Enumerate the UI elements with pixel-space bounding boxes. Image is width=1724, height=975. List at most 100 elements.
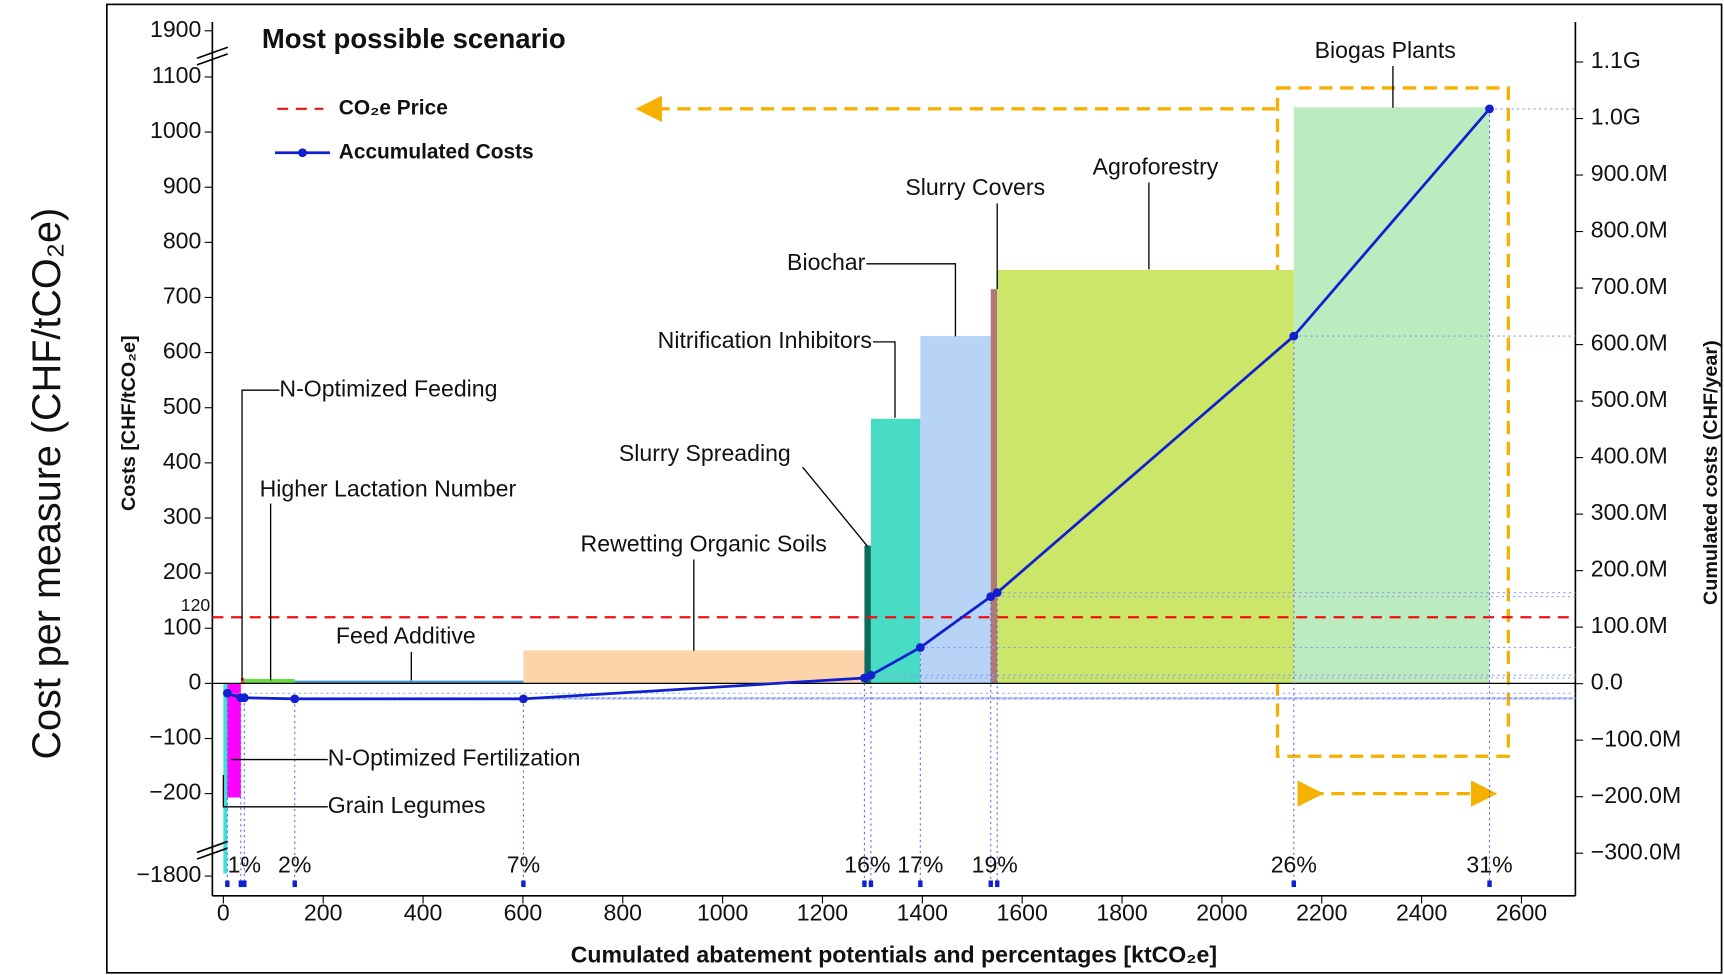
y-tick-label: 600 [163,338,202,364]
bar [523,650,865,684]
percent-label: 17% [897,851,943,877]
bar [244,678,295,684]
percent-label: 7% [507,851,540,877]
leader-line [872,341,896,418]
percent-label: 16% [844,851,890,877]
bar-label: Agroforestry [1093,153,1219,179]
frame [106,3,1723,974]
y-tick-label: −100 [149,724,201,750]
y-tick-label: 100 [163,613,202,639]
x-marker [1291,880,1296,888]
y-tick-label: 400 [163,448,202,474]
leader-line [241,389,280,681]
accumulated-point [915,643,925,652]
x-tick-label: 1400 [897,900,948,926]
x-marker [521,880,526,888]
leader-line [222,774,328,808]
x-tick-label: 2000 [1196,900,1247,926]
y2-tick-label: 900.0M [1591,160,1668,186]
leader-line [866,263,957,337]
accumulated-point [239,693,249,703]
y2-tick-label: 1.0G [1591,104,1641,130]
y2-tick-label: 400.0M [1591,443,1668,469]
y2-tick-label: 0.0 [1591,669,1623,695]
x-marker [995,880,1000,888]
bar [870,418,921,684]
y2-tick-label: 600.0M [1591,330,1668,356]
axis-break [196,840,229,860]
x-tick-label: 1200 [797,900,848,926]
y2-tick-label: 100.0M [1591,612,1668,638]
axis-break [196,46,229,66]
bar-label: N-Optimized Feeding [279,375,497,401]
bar [223,683,228,874]
y2-tick-label: 300.0M [1591,499,1668,525]
percent-label: 1% [228,851,261,877]
x-marker [988,880,993,888]
y-tick-label: 200 [163,558,202,584]
bar [227,683,241,798]
y2-tick-label: 1.1G [1591,47,1641,73]
bar-label: Slurry Covers [905,174,1045,200]
x-tick-label: 2200 [1296,900,1347,926]
percent-label: 2% [278,851,311,877]
x-tick-label: 2400 [1396,900,1447,926]
y-tick-label: −1800 [137,861,202,887]
y-tick-label: 300 [163,503,202,529]
bar [864,545,871,684]
accumulated-point [290,694,300,704]
x-marker [242,880,247,888]
y2-tick-label: −100.0M [1591,725,1681,751]
y2-tick-label: −200.0M [1591,782,1681,808]
bar [920,336,991,684]
x-tick-label: 800 [604,900,643,926]
y-tick-label: 500 [163,393,202,419]
bar-label: Grain Legumes [328,792,486,818]
bar-label: Nitrification Inhibitors [658,327,872,353]
bar-label: Feed Additive [336,623,476,649]
x-axis-label: Cumulated abatement potentials and perce… [571,941,1217,967]
y2-tick-label: 200.0M [1591,556,1668,582]
accumulated-point [986,592,996,602]
y2-tick-label: 700.0M [1591,273,1668,299]
accumulated-point [519,694,528,704]
x-marker [862,880,867,888]
legend-swatch [298,148,307,158]
bar-label: Higher Lactation Number [260,475,517,501]
bar-label: Rewetting Organic Soils [581,530,827,556]
x-marker [1487,880,1492,888]
bar [240,677,245,684]
percent-label: 19% [972,851,1018,877]
bar [990,289,998,684]
x-tick-label: 600 [504,900,543,926]
x-tick-label: 200 [304,900,343,926]
y2-tick-label: 500.0M [1591,386,1668,412]
y-tick-label: 1100 [152,62,202,88]
y-tick-label: 900 [163,172,202,198]
x-tick-label: 2600 [1496,900,1547,926]
y-tick-label: 0 [189,668,202,694]
legend-label: CO₂e Price [339,96,448,119]
y2-tick-label: 800.0M [1591,217,1668,243]
x-tick-label: 0 [217,900,230,926]
bar-label: Slurry Spreading [619,440,791,466]
bar-label: N-Optimized Fertilization [328,745,581,771]
x-marker [292,880,297,888]
bar-label: Biochar [787,249,866,275]
accumulated-point [992,588,1002,598]
accumulated-point [222,688,232,698]
legend-label: Accumulated Costs [339,140,534,163]
y-tick-label: 1000 [150,117,201,143]
accumulated-point [866,670,876,680]
x-marker [238,880,244,888]
y-tick-label: 700 [163,283,202,309]
bar-label: Biogas Plants [1315,37,1456,63]
percent-label: 26% [1271,851,1317,877]
x-tick-label: 1000 [697,900,748,926]
accumulated-point [1485,104,1494,114]
outer-label: Cost per measure (CHF/tCO₂e) [25,208,69,760]
x-marker [918,880,923,888]
y-tick-label: 1900 [150,16,201,42]
accumulated-point [1289,331,1299,341]
